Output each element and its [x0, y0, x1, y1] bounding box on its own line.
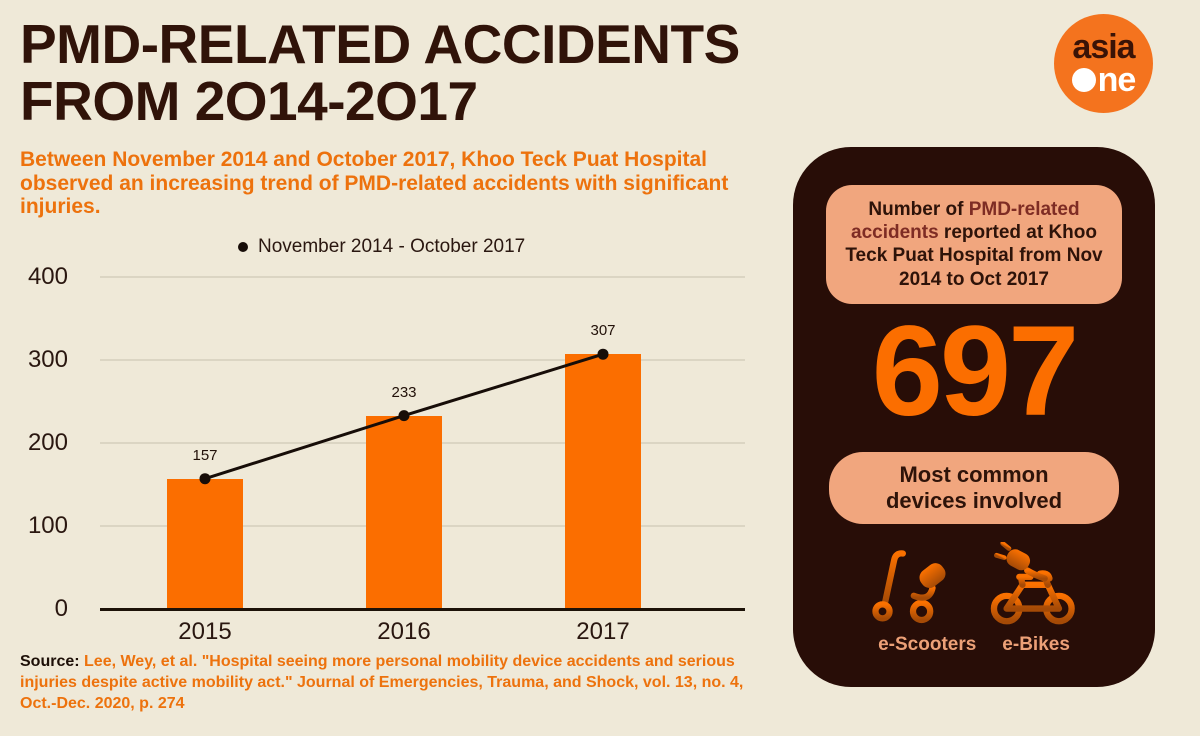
y-axis-tick-100: 100: [27, 512, 68, 539]
e-scooter-icon: [872, 550, 956, 624]
asiaone-logo-text-bottom: ne: [1071, 62, 1136, 97]
y-axis-tick-400: 400: [27, 263, 68, 290]
page-subtitle: Between November 2014 and October 2017, …: [20, 148, 729, 219]
source-label: Source:: [20, 653, 80, 670]
devices-title-pill: Most common devices involved: [829, 451, 1119, 525]
device-labels-row: e-Scooters e-Bikes: [878, 634, 1070, 656]
device-label-ebikes: e-Bikes: [1002, 634, 1070, 656]
y-axis-tick-200: 200: [27, 429, 68, 456]
legend-label: November 2014 - October 2017: [258, 236, 526, 257]
bar-2015[interactable]: [167, 478, 243, 609]
bar-value-label-2017: 307: [590, 322, 616, 340]
source-citation: Source: Lee, Wey, et al. "Hospital seein…: [20, 652, 770, 714]
device-icons-row: [870, 542, 1078, 626]
page-title-line1: PMD-RELATED ACCIDENTS: [20, 13, 740, 75]
asiaone-logo-text-top: asia: [1072, 28, 1135, 67]
chart-legend: November 2014 - October 2017: [238, 236, 525, 258]
bar-value-label-2016: 233: [391, 383, 417, 401]
y-axis-tick-300: 300: [27, 346, 68, 373]
asiaone-logo-o-circle-icon: [1071, 67, 1096, 92]
legend-dot-icon: [238, 242, 248, 252]
gridline-300: [100, 359, 745, 361]
device-label-escooters: e-Scooters: [878, 634, 977, 656]
summary-card-header: Number of PMD-related accidents reported…: [826, 185, 1122, 304]
bar-value-label-2015: 157: [192, 446, 218, 464]
x-axis-tick-2015: 2015: [178, 618, 232, 645]
page-title: PMD-RELATED ACCIDENTS FROM 2O14-2O17: [20, 13, 740, 133]
x-axis-tick-2016: 2016: [377, 618, 431, 645]
x-axis-tick-2017: 2017: [576, 618, 630, 645]
page-title-line2: FROM 2O14-2O17: [20, 70, 478, 133]
source-text: Lee, Wey, et al. "Hospital seeing more p…: [20, 653, 744, 712]
total-accidents-number: 697: [871, 299, 1080, 443]
asiaone-logo: asia ne: [1054, 14, 1153, 113]
e-bike-icon: [990, 542, 1075, 625]
bar-2016[interactable]: [366, 415, 442, 609]
y-axis-tick-0: 0: [54, 595, 68, 622]
summary-card: Number of PMD-related accidents reported…: [793, 147, 1155, 687]
gridline-400: [100, 276, 745, 278]
bar-2017[interactable]: [565, 354, 641, 609]
highlighted-text: PMD-related accidents: [851, 199, 1080, 244]
